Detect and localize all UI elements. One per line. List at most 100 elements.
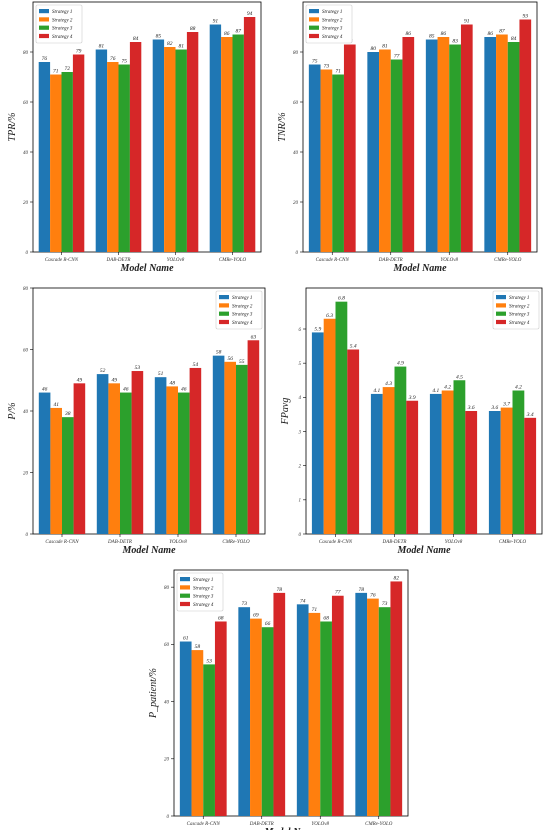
fpavg-legend-label-strategy-4: Strategy 4 <box>509 321 530 326</box>
fpavg-x-axis-title: Model Name <box>396 545 451 556</box>
precision-legend-label-strategy-2: Strategy 2 <box>232 304 253 309</box>
precision-x-axis-title: Model Name <box>121 545 176 556</box>
tnr-legend-swatch-strategy-3 <box>309 25 319 30</box>
fpavg-bar-label-strategy-4-cascade-r-cnn: 5.4 <box>350 343 357 350</box>
tpr-bar-strategy-3-dab-detr <box>118 64 130 252</box>
fpavg-bar-strategy-1-dab-detr <box>370 393 383 534</box>
tnr-plot-frame <box>302 1 538 253</box>
fpavg-ytick-label: 0 <box>299 533 302 538</box>
fpavg-ytick-label: 5 <box>299 362 302 367</box>
p-patient-bar-label-strategy-3-dab-detr: 66 <box>265 621 271 627</box>
precision-legend-swatch-strategy-4 <box>219 319 229 325</box>
fpavg-legend-swatch-strategy-3 <box>496 311 506 316</box>
tpr-bar-label-strategy-1-cmre-yolo: 91 <box>213 19 219 25</box>
precision-bar-strategy-1-yolov8 <box>154 377 167 534</box>
fpavg-y-axis-title: FPavg <box>280 398 291 426</box>
precision-bar-strategy-4-yolov8 <box>189 367 202 534</box>
tnr-ytick-label: 20 <box>293 201 299 206</box>
fpavg-bar-strategy-2-cmre-yolo <box>500 407 513 534</box>
tpr-ytick-label: 40 <box>23 151 29 156</box>
p-patient-legend-box <box>176 572 224 612</box>
tnr-ytick-label: 60 <box>293 101 299 106</box>
precision-legend-swatch-strategy-1 <box>219 295 229 300</box>
fpavg-bar-label-strategy-1-cmre-yolo: 3.6 <box>490 405 498 411</box>
tnr-chart: 0 20 40 60 80 Cascade R-CNN 75 73 71 83 DAB-DETR 80… <box>275 0 550 275</box>
tpr-bar-strategy-4-cascade-r-cnn <box>72 54 85 252</box>
p-patient-chart: 0 20 40 60 80 Cascade R-CNN 61 58 53 68 DAB-DETR 73… <box>140 560 415 830</box>
p-patient-legend-swatch-strategy-1 <box>180 577 190 582</box>
p-patient-y-axis-title: P_patient/% <box>148 668 159 719</box>
p-patient-xtick-yolov8: YOLOv8 <box>311 822 329 827</box>
tnr-bar-strategy-1-cmre-yolo <box>484 37 497 252</box>
tpr-bar-label-strategy-1-yolov8: 85 <box>156 34 162 40</box>
tnr-x-axis-title: Model Name <box>392 263 447 274</box>
p-patient-legend-swatch-strategy-4 <box>180 601 190 607</box>
tnr-y-axis-title: TNR/% <box>277 112 288 141</box>
p-patient-bar-strategy-4-cascade-r-cnn <box>214 621 227 816</box>
p-patient-bar-label-strategy-4-dab-detr: 78 <box>277 587 283 593</box>
tnr-bar-strategy-4-dab-detr <box>402 37 415 252</box>
precision-bar-strategy-2-dab-detr <box>108 383 120 534</box>
fpavg-legend-swatch-strategy-2 <box>496 303 506 308</box>
tnr-bar-label-strategy-2-yolov8: 86 <box>441 31 447 37</box>
fpavg-ytick-label: 3 <box>299 430 302 435</box>
fpavg-xtick-yolov8: YOLOv8 <box>445 540 463 545</box>
p-patient-bar-label-strategy-1-dab-detr: 73 <box>241 601 247 607</box>
fpavg-bar-label-strategy-4-dab-detr: 3.9 <box>408 395 416 401</box>
tnr-legend-label-strategy-3: Strategy 3 <box>322 27 343 32</box>
tpr-xtick-cascade-r-cnn: Cascade R-CNN <box>45 258 79 263</box>
precision-bar-strategy-2-cascade-r-cnn <box>50 407 62 534</box>
fpavg-bar-strategy-1-cascade-r-cnn <box>311 332 324 534</box>
fpavg-legend-label-strategy-3: Strategy 3 <box>509 313 530 318</box>
p-patient-plot-frame <box>173 569 409 817</box>
tpr-legend-swatch-strategy-2 <box>39 17 49 22</box>
tpr-bar-strategy-3-cascade-r-cnn <box>61 72 73 252</box>
p-patient-bar-label-strategy-4-cmre-yolo: 82 <box>394 575 400 581</box>
tpr-legend-label-strategy-4: Strategy 4 <box>52 35 73 40</box>
tpr-legend-swatch-strategy-1 <box>39 9 49 14</box>
fpavg-bar-strategy-2-dab-detr <box>382 387 395 534</box>
p-patient-bar-strategy-3-cmre-yolo <box>378 607 391 816</box>
precision-bar-label-strategy-2-cascade-r-cnn: 41 <box>53 401 59 408</box>
tnr-bar-label-strategy-3-yolov8: 83 <box>452 39 458 45</box>
fpavg-bar-strategy-3-dab-detr <box>394 366 407 534</box>
precision-xtick-cascade-r-cnn: Cascade R-CNN <box>45 540 79 545</box>
fpavg-legend-label-strategy-1: Strategy 1 <box>509 296 529 301</box>
tpr-bar-label-strategy-3-cascade-r-cnn: 72 <box>64 66 70 72</box>
precision-bar-label-strategy-2-dab-detr: 49 <box>111 376 117 383</box>
tnr-bar-label-strategy-4-cmre-yolo: 93 <box>523 14 529 20</box>
tpr-legend-swatch-strategy-4 <box>39 33 49 39</box>
fpavg-ytick-label: 2 <box>299 464 302 469</box>
fpavg-ytick-label: 4 <box>299 396 302 401</box>
precision-ytick-label: 20 <box>23 471 29 476</box>
tpr-legend-label-strategy-1: Strategy 1 <box>52 10 72 15</box>
p-patient-legend-label-strategy-4: Strategy 4 <box>193 603 214 608</box>
tnr-bar-label-strategy-1-cmre-yolo: 86 <box>487 31 493 37</box>
tnr-bar-strategy-3-yolov8 <box>449 44 461 252</box>
p-patient-chart-svg: 0 20 40 60 80 Cascade R-CNN 61 58 53 68 DAB-DETR 73… <box>148 569 409 830</box>
tpr-y-axis-title: TPR/% <box>7 113 18 142</box>
precision-bar-label-strategy-2-yolov8: 48 <box>169 379 175 386</box>
tnr-ytick-label: 0 <box>296 251 299 256</box>
tpr-bar-strategy-2-yolov8 <box>164 47 176 252</box>
tpr-legend-label-strategy-2: Strategy 2 <box>52 18 73 23</box>
fpavg-ytick-label: 1 <box>299 499 302 504</box>
p-patient-bar-label-strategy-3-yolov8: 68 <box>323 615 329 621</box>
tnr-bar-label-strategy-3-cmre-yolo: 84 <box>511 35 517 42</box>
p-patient-bar-strategy-2-cmre-yolo <box>367 598 379 816</box>
tpr-bar-label-strategy-3-cmre-yolo: 87 <box>235 29 241 35</box>
tpr-bar-strategy-4-yolov8 <box>186 32 199 252</box>
p-patient-bar-label-strategy-1-cascade-r-cnn: 61 <box>183 636 189 642</box>
tpr-bar-strategy-1-cmre-yolo <box>209 24 222 252</box>
fpavg-bar-strategy-3-cascade-r-cnn <box>335 301 348 534</box>
tnr-ytick-label: 80 <box>293 51 299 56</box>
p-patient-bar-strategy-1-cmre-yolo <box>355 592 368 816</box>
fpavg-bar-strategy-2-yolov8 <box>441 390 454 534</box>
precision-bar-label-strategy-1-cmre-yolo: 58 <box>216 350 222 356</box>
tnr-bar-strategy-3-cmre-yolo <box>507 42 520 252</box>
tpr-xtick-dab-detr: DAB-DETR <box>106 258 131 263</box>
p-patient-bar-strategy-4-cmre-yolo <box>390 581 403 816</box>
tpr-xtick-cmre-yolo: CMRe-YOLO <box>219 258 247 263</box>
tpr-bar-label-strategy-4-yolov8: 88 <box>190 26 196 32</box>
tpr-ytick-label: 20 <box>23 201 29 206</box>
